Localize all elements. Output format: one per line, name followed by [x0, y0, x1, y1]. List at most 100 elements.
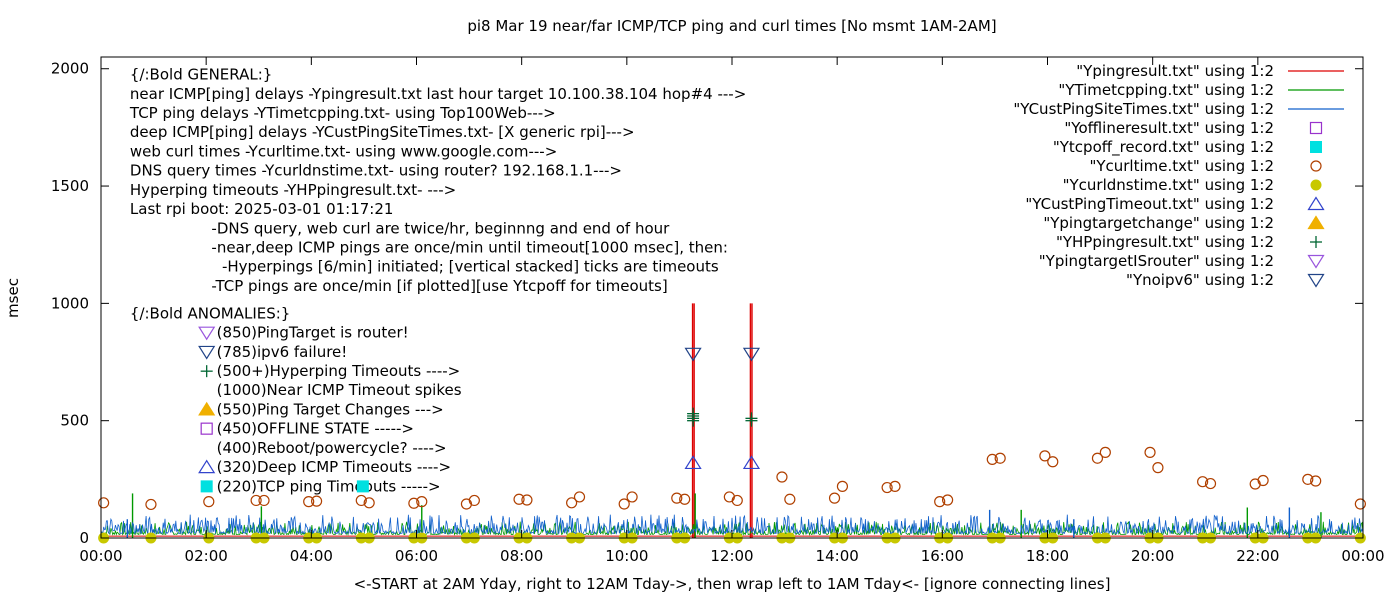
legend-label: "Ycurltime.txt" using 1:2 [1089, 157, 1274, 175]
data-point [250, 494, 262, 507]
x-tick-label: 12:00 [710, 547, 753, 565]
data-point [1354, 498, 1366, 510]
x-tick-label: 22:00 [1236, 547, 1279, 565]
x-tick-label: 02:00 [185, 547, 228, 565]
data-point [98, 497, 110, 509]
legend-key [1307, 254, 1325, 269]
data-point [1152, 462, 1164, 474]
y-tick-label: 1500 [51, 177, 89, 195]
legend-key [1310, 179, 1322, 191]
data-point [986, 453, 998, 465]
legend-label: "Ynoipv6" using 1:2 [1126, 271, 1274, 289]
legend-label: "Ypingtargetchange" using 1:2 [1043, 214, 1274, 232]
data-point [836, 480, 849, 492]
data-point [573, 491, 586, 503]
data-point [684, 347, 702, 362]
annotation-text: deep ICMP[ping] delays -YCustPingSiteTim… [130, 123, 635, 141]
legend-label: "YCustPingTimeout.txt" using 1:2 [1025, 195, 1274, 213]
chart-title: pi8 Mar 19 near/far ICMP/TCP ping and cu… [467, 17, 996, 35]
data-point [1197, 476, 1209, 488]
annotation-text: (450)OFFLINE STATE -----> [217, 420, 414, 438]
annotation-text: {/:Bold GENERAL:} [130, 66, 272, 84]
annotation-marker [198, 326, 216, 341]
y-axis-label: msec [4, 278, 22, 318]
data-point [203, 496, 215, 508]
annotation-text: Hyperping timeouts -YHPpingresult.txt- -… [130, 181, 456, 199]
annotation-marker [200, 422, 213, 435]
legend-key [1307, 215, 1325, 230]
annotation-text: near ICMP[ping] delays -Ypingresult.txt … [130, 85, 746, 103]
data-point [828, 492, 841, 504]
annotations: {/:Bold GENERAL:}near ICMP[ping] delays … [129, 66, 746, 496]
annotation-text: web curl times -Ycurltime.txt- using www… [130, 142, 557, 160]
annotation-text: {/:Bold ANOMALIES:} [130, 304, 290, 322]
data-point [1099, 446, 1111, 458]
data-point [626, 491, 638, 503]
data-point [521, 494, 533, 506]
y-tick-label: 2000 [51, 60, 89, 78]
x-tick-label: 20:00 [1131, 547, 1174, 565]
legend-label: "Ycurldnstime.txt" using 1:2 [1063, 176, 1274, 194]
data-point [1047, 456, 1059, 468]
annotation-text: (1000)Near ICMP Timeout spikes [217, 381, 462, 399]
data-point [994, 452, 1006, 464]
series [684, 347, 761, 362]
legend-label: "YpingtargetISrouter" using 1:2 [1039, 252, 1274, 270]
annotation-marker [198, 401, 216, 416]
data-point [776, 471, 788, 483]
y-tick-label: 1000 [51, 294, 89, 312]
x-tick-label: 00:00 [79, 547, 122, 565]
y-tick-label: 500 [60, 412, 89, 430]
data-point [408, 497, 420, 509]
legend-key [1310, 141, 1322, 153]
data-point [941, 494, 954, 506]
data-point [618, 498, 630, 510]
x-tick-label: 00:00 [1341, 547, 1384, 565]
annotation-text: (550)Ping Target Changes ---> [217, 400, 444, 418]
data-point [566, 497, 578, 509]
annotation-text: TCP ping delays -YTimetcpping.txt- using… [129, 104, 556, 122]
annotation-text: -Hyperpings [6/min] initiated; [vertical… [222, 258, 719, 276]
legend-key [1307, 273, 1325, 288]
annotation-text: (400)Reboot/powercycle? ----> [217, 439, 447, 457]
data-point [687, 407, 700, 420]
legend-key [1309, 121, 1323, 135]
x-tick-label: 18:00 [1026, 547, 1069, 565]
data-point [934, 496, 946, 508]
series [98, 446, 1366, 511]
annotation-text: (500+)Hyperping Timeouts ----> [217, 362, 461, 380]
x-tick-label: 08:00 [500, 547, 543, 565]
legend-key [1310, 236, 1322, 248]
annotation-text: (850)PingTarget is router! [217, 324, 409, 342]
data-point [671, 492, 683, 504]
annotation-marker [200, 365, 213, 378]
legend-label: "YHPpingresult.txt" using 1:2 [1056, 233, 1274, 251]
series [684, 455, 761, 470]
data-point [460, 498, 473, 510]
annotation-text: (785)ipv6 failure! [217, 343, 348, 361]
annotation-text: DNS query times -Ycurldnstime.txt- using… [130, 162, 622, 180]
data-point [355, 494, 367, 507]
x-tick-label: 04:00 [290, 547, 333, 565]
data-point [1091, 452, 1104, 464]
legend-key [1310, 160, 1322, 172]
annotation-text: -DNS query, web curl are twice/hr, begin… [211, 219, 670, 237]
data-point [1039, 450, 1051, 462]
data-point [258, 494, 270, 507]
legend-key [1307, 196, 1325, 211]
data-point [684, 455, 702, 470]
annotation-marker [200, 480, 213, 493]
data-point [889, 480, 901, 492]
x-tick-label: 16:00 [921, 547, 964, 565]
data-point [1310, 475, 1322, 487]
x-tick-label: 10:00 [605, 547, 648, 565]
data-point [784, 493, 796, 505]
annotation-text: -TCP pings are once/min [if plotted][use… [211, 277, 667, 295]
data-point [303, 496, 315, 508]
legend-label: "Ypingresult.txt" using 1:2 [1076, 62, 1274, 80]
x-tick-label: 14:00 [816, 547, 859, 565]
annotation-marker [356, 480, 369, 493]
annotation-text: (220)TCP ping Timeouts -----> [217, 477, 441, 495]
data-point [1257, 474, 1269, 487]
data-point [742, 455, 761, 470]
